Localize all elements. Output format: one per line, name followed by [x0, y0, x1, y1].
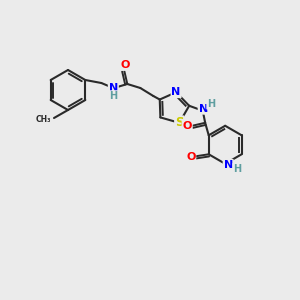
- Text: O: O: [121, 60, 130, 70]
- Text: S: S: [175, 116, 184, 129]
- Text: O: O: [186, 152, 195, 162]
- Text: N: N: [172, 87, 181, 97]
- Text: N: N: [109, 83, 118, 93]
- Text: CH₃: CH₃: [35, 115, 51, 124]
- Text: H: H: [109, 91, 117, 101]
- Text: N: N: [224, 160, 233, 170]
- Text: H: H: [233, 164, 241, 174]
- Text: H: H: [207, 99, 215, 109]
- Text: O: O: [182, 121, 192, 131]
- Text: N: N: [199, 104, 208, 114]
